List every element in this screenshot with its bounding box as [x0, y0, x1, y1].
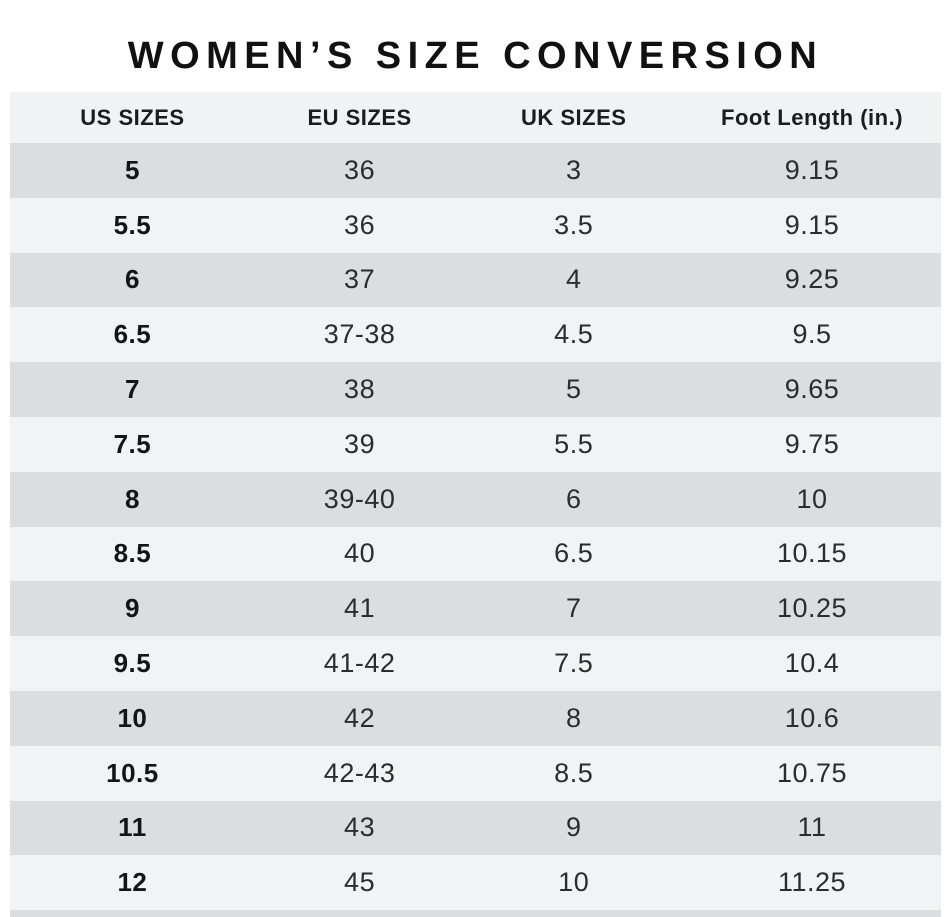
header-uk-sizes: UK SIZES [520, 104, 627, 130]
table-cell: 3.5 [554, 209, 594, 240]
table-cell: 10.6 [784, 702, 840, 733]
table-cell: 5 [565, 374, 582, 405]
table-cell: 8 [565, 702, 582, 733]
table-cell: 7 [565, 593, 582, 624]
table-cell: 10.15 [776, 538, 848, 569]
table-row: 11 43 9 11 [10, 800, 941, 856]
table-cell: 45 [344, 867, 376, 898]
table-cell: 11 [118, 812, 147, 843]
table-cell: 38 [344, 374, 376, 405]
table-cell: 11 [797, 812, 827, 843]
table-cell: 8.5 [113, 538, 152, 569]
table-cell: 40 [344, 538, 376, 569]
table-cell: 5.5 [113, 209, 152, 240]
table-row: 12 45 10 11.25 [10, 855, 941, 911]
table-cell: 39 [344, 428, 376, 459]
table-row: 8 39-40 6 10 [10, 471, 941, 527]
table-cell: 39-40 [323, 483, 396, 514]
table-cell: 6 [565, 483, 582, 514]
table-cell: 10.75 [776, 757, 848, 788]
table-cell: 5.5 [554, 428, 594, 459]
table-cell: 7.5 [113, 428, 152, 459]
table-cell: 37 [344, 264, 376, 295]
table-cell: 41-42 [323, 648, 396, 679]
table-cell: 10 [796, 483, 828, 514]
table-cell: 9 [124, 593, 140, 624]
table-cell: 42 [344, 702, 376, 733]
table-cell: 43 [344, 812, 376, 843]
table-cell: 10.5 [106, 757, 159, 788]
table-cell: 9.65 [784, 374, 840, 405]
table-body: 5 36 3 9.15 5.5 36 3.5 9.15 6 37 4 9.25 6.5 37-38 4.5 9… [10, 143, 941, 911]
header-foot-length: Foot Length (in.) [721, 104, 904, 130]
table-row: 6.5 37-38 4.5 9.5 [10, 307, 941, 363]
table-cell: 4.5 [554, 319, 594, 350]
size-conversion-table: US SIZES EU SIZES UK SIZES Foot Length (… [10, 92, 941, 917]
table-cell: 10 [117, 702, 148, 733]
table-cell: 9.15 [784, 154, 840, 185]
table-cell: 9 [565, 812, 582, 843]
table-cell: 9.5 [113, 648, 152, 679]
table-cell: 8 [124, 483, 140, 514]
table-cell: 6.5 [554, 538, 594, 569]
page-title: WOMEN’S SIZE CONVERSION [127, 35, 824, 78]
table-cell: 37-38 [323, 319, 396, 350]
table-cell: 4 [565, 264, 582, 295]
table-cell: 11.25 [778, 867, 847, 898]
table-cell: 6.5 [113, 319, 152, 350]
table-cell: 8.5 [554, 757, 594, 788]
table-cell: 9.75 [784, 428, 840, 459]
header-us-sizes: US SIZES [80, 104, 185, 130]
table-cell: 12 [117, 867, 148, 898]
table-cell: 10.4 [784, 648, 840, 679]
table-row: 6 37 4 9.25 [10, 252, 941, 308]
table-cell: 6 [124, 264, 140, 295]
header-eu-sizes: EU SIZES [307, 104, 412, 130]
table-cell: 36 [344, 209, 376, 240]
table-row: 5 36 3 9.15 [10, 143, 941, 198]
table-row: 8.5 40 6.5 10.15 [10, 526, 941, 582]
table-row: 7.5 39 5.5 9.75 [10, 416, 941, 472]
table-cell: 41 [344, 593, 376, 624]
table-row: 9.5 41-42 7.5 10.4 [10, 636, 941, 691]
table-cell: 36 [344, 154, 376, 185]
table-row: 7 38 5 9.65 [10, 362, 941, 417]
table-row: 9 41 7 10.25 [10, 581, 941, 637]
table-cell: 9.25 [784, 264, 840, 295]
table-cell: 7 [124, 374, 140, 405]
table-row: 5.5 36 3.5 9.15 [10, 197, 941, 253]
table-cell: 10 [558, 867, 590, 898]
table-cell: 7.5 [554, 648, 594, 679]
table-row: 10.5 42-43 8.5 10.75 [10, 745, 941, 801]
table-cell: 42-43 [323, 757, 396, 788]
table-cell: 3 [565, 154, 582, 185]
next-row-partial [10, 910, 941, 917]
table-cell: 9.15 [784, 209, 840, 240]
table-header-row: US SIZES EU SIZES UK SIZES Foot Length (… [10, 92, 941, 143]
table-cell: 9.5 [792, 319, 832, 350]
table-row: 10 42 8 10.6 [10, 690, 941, 746]
table-cell: 5 [124, 154, 140, 185]
table-cell: 10.25 [776, 593, 848, 624]
